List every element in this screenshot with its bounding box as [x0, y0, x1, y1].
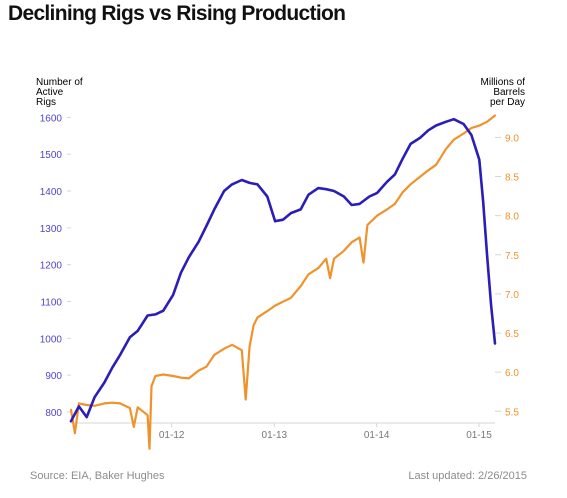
last-updated-note: Last updated: 2/26/2015: [408, 470, 527, 482]
left-axis-tick-label: 1000: [40, 334, 63, 345]
right-axis-tick-label: 7.5: [505, 251, 519, 262]
left-axis-title: Number of Active Rigs: [36, 77, 83, 108]
x-axis-tick-label: 01-15: [466, 430, 492, 441]
left-axis-tick-label: 1100: [40, 297, 62, 308]
left-axis-tick-label: 800: [45, 408, 62, 419]
source-note: Source: EIA, Baker Hughes: [30, 470, 165, 482]
rig-count-line: [69, 117, 497, 423]
right-axis-tick-label: 8.0: [505, 212, 519, 223]
left-axis-tick-label: 1500: [40, 150, 63, 161]
line-chart: 800 900 1000 1100 1200 1300 1400 1500 1600 5.5 6.0…: [40, 113, 519, 450]
oil-production-line: [69, 114, 497, 450]
x-axis-tick-label: 01-13: [262, 430, 288, 441]
left-axis-tick-label: 1400: [40, 187, 63, 198]
right-axis-tick-label: 5.5: [505, 407, 519, 418]
right-axis-tick-label: 9.0: [505, 133, 519, 144]
right-axis-title: Millions of Barrels per Day: [480, 77, 525, 108]
left-axis-tick-label: 1200: [40, 261, 63, 272]
right-axis-tick-label: 6.0: [505, 368, 519, 379]
left-axis-tick-label: 1600: [40, 113, 63, 124]
left-axis-tick-label: 1300: [40, 224, 63, 235]
x-axis-tick-label: 01-14: [364, 430, 390, 441]
right-axis-tick-label: 6.5: [505, 329, 519, 340]
x-axis-tick-label: 01-12: [159, 430, 185, 441]
left-axis-tick-label: 900: [45, 371, 62, 382]
right-axis-tick-label: 7.0: [505, 290, 519, 301]
right-axis-tick-label: 8.5: [505, 173, 519, 184]
page-title: Declining Rigs vs Rising Production: [8, 2, 346, 25]
